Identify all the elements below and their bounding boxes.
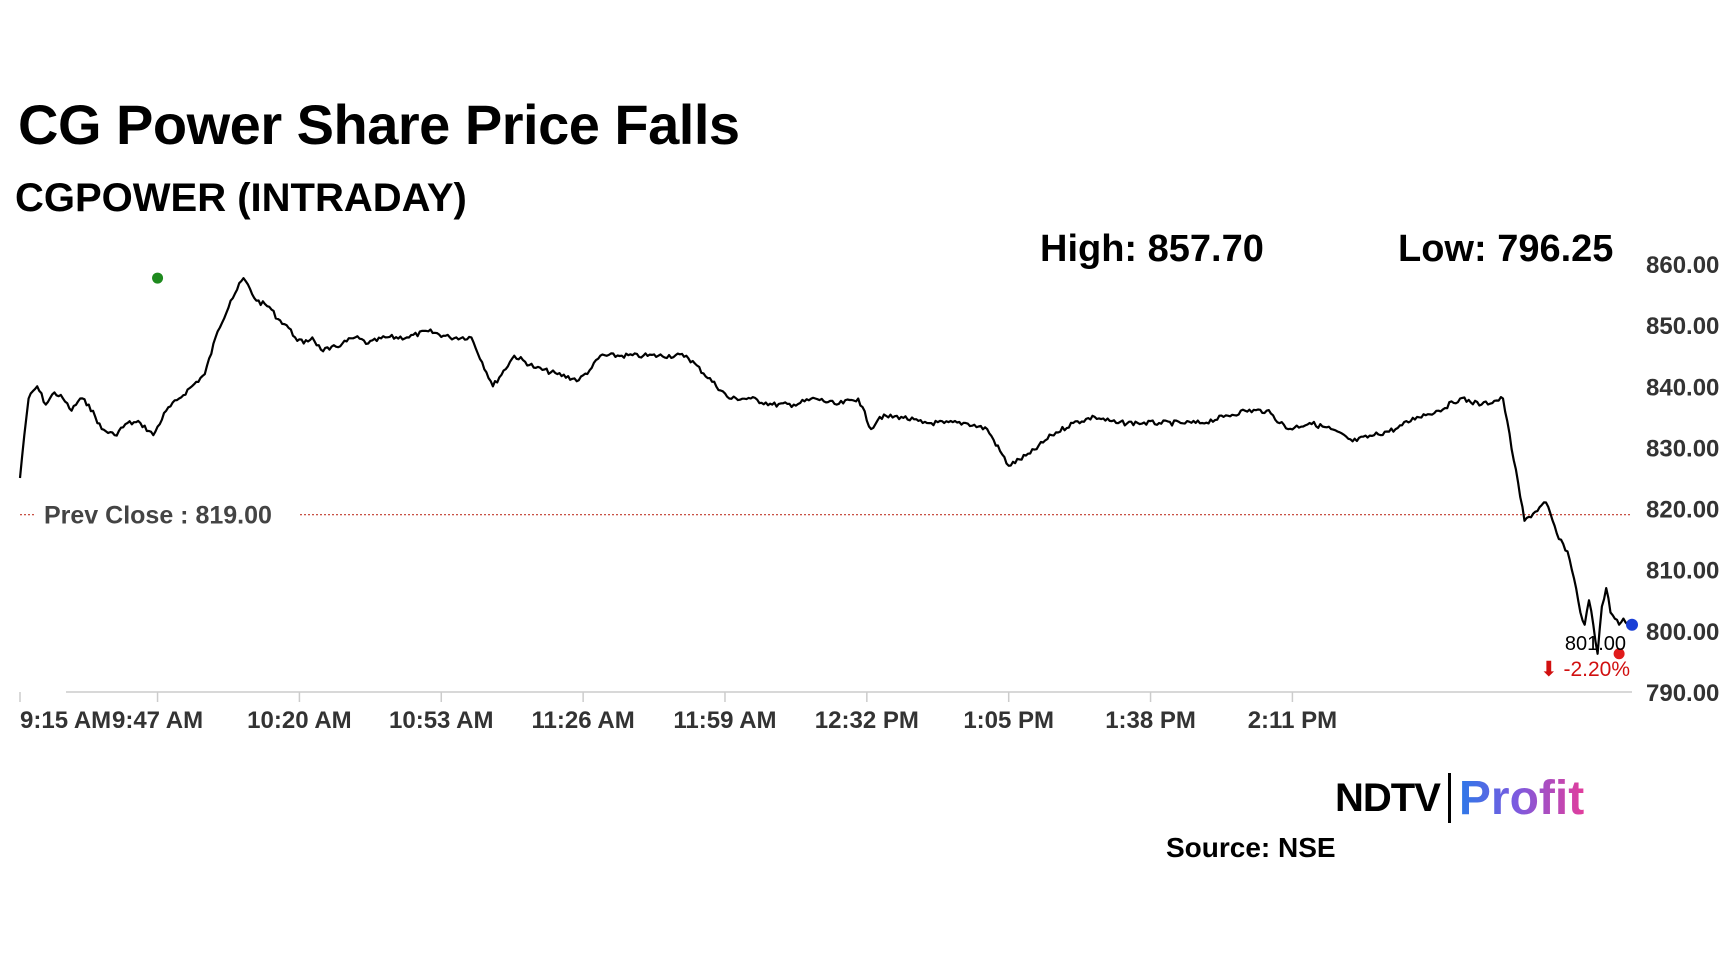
- low-marker: [1613, 648, 1625, 660]
- series-group: [18, 277, 1633, 655]
- page-subtitle: CGPOWER (INTRADAY): [15, 176, 467, 220]
- y-tick-label: 840.00: [1646, 374, 1719, 401]
- markers-group: 801.00 ⬇ -2.20%: [152, 272, 1638, 681]
- y-tick-label: 800.00: [1646, 619, 1719, 646]
- x-tick-label: 1:38 PM: [1105, 707, 1196, 734]
- y-tick-label: 810.00: [1646, 558, 1719, 585]
- y-tick-label: 820.00: [1646, 497, 1719, 524]
- y-tick-label: 850.00: [1646, 313, 1719, 340]
- x-tick-label: 9:15 AM: [20, 707, 111, 734]
- logo-ndtv-text: NDTV: [1335, 775, 1441, 820]
- x-tick-label: 1:05 PM: [963, 707, 1054, 734]
- day-high-label: High: 857.70: [1040, 228, 1264, 270]
- y-tick-label: 860.00: [1646, 252, 1719, 279]
- prev-close-label: Prev Close : 819.00: [44, 502, 272, 530]
- logo-divider: [1447, 773, 1451, 823]
- prev-close-group: Prev Close : 819.00: [20, 502, 1632, 530]
- x-tick-label: 2:11 PM: [1248, 707, 1337, 734]
- high-marker: [152, 272, 164, 284]
- last-price-label: 801.00: [1565, 633, 1626, 655]
- x-tick-label: 11:59 AM: [673, 707, 776, 734]
- y-tick-label: 790.00: [1646, 680, 1719, 707]
- price-line: [18, 277, 1633, 655]
- logo-profit-text: Profit: [1458, 771, 1585, 825]
- x-axis: 9:15 AM 9:47 AM 10:20 AM 10:53 AM 11:26 AM 11…: [19, 691, 1632, 734]
- x-tick-label: 12:32 PM: [815, 707, 919, 734]
- page-title: CG Power Share Price Falls: [18, 93, 740, 156]
- day-low-label: Low: 796.25: [1398, 228, 1614, 270]
- ndtv-profit-logo: NDTV Profit: [1335, 771, 1585, 825]
- x-tick-label: 9:47 AM: [112, 707, 203, 734]
- x-tick-label: 11:26 AM: [532, 707, 635, 734]
- y-axis: 860.00 850.00 840.00 830.00 820.00 810.00 800.…: [1646, 252, 1719, 707]
- source-label: Source: NSE: [1166, 832, 1336, 863]
- x-tick-label: 10:20 AM: [247, 707, 351, 734]
- last-price-marker: [1626, 618, 1638, 631]
- x-tick-label: 10:53 AM: [389, 707, 493, 734]
- change-percent-label: ⬇ -2.20%: [1540, 658, 1630, 681]
- y-tick-label: 830.00: [1646, 435, 1719, 462]
